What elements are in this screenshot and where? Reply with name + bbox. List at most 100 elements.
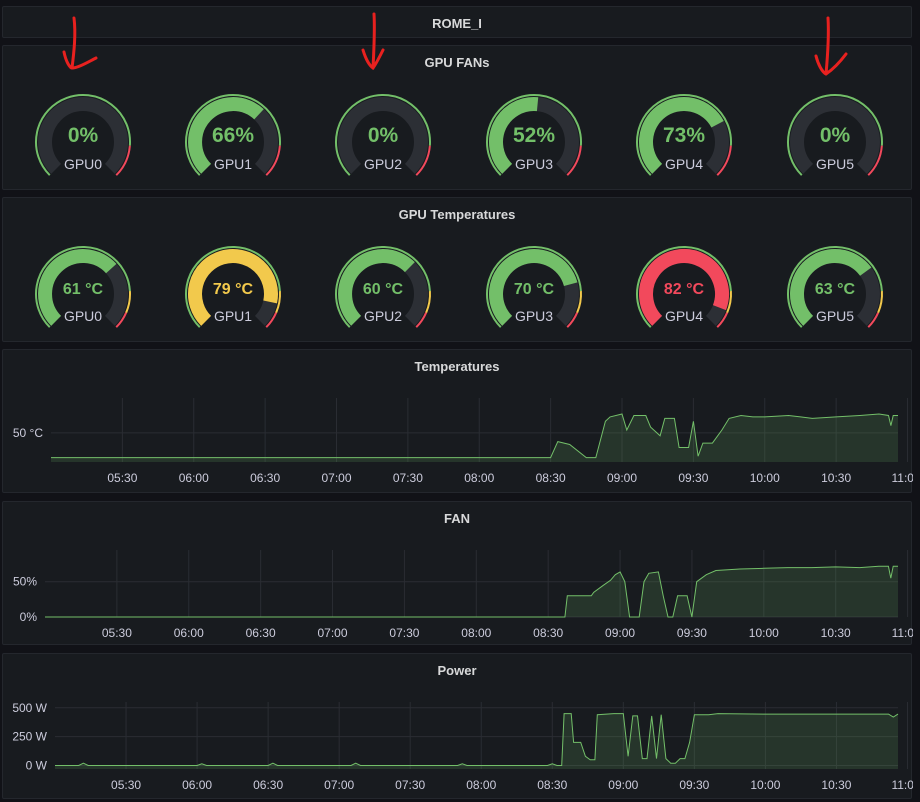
gauge-threshold-arc [425, 290, 431, 314]
y-tick-label: 0 W [26, 759, 48, 773]
gauge-label: GPU4 [664, 308, 704, 324]
gauge-value: 63 °C [814, 281, 856, 298]
gauge-value: 61 °C [62, 281, 104, 298]
gauge-value-arc [639, 97, 724, 174]
series-area [45, 566, 898, 617]
gauge-label: GPU2 [363, 308, 403, 324]
x-tick-label: 11:00 [891, 778, 913, 792]
gauge-gpu5[interactable]: 0% GPU5 [785, 90, 885, 190]
gauge-label: GPU3 [514, 308, 554, 324]
x-tick-label: 09:00 [607, 471, 637, 485]
series-line [55, 713, 899, 766]
x-tick-label: 11:00 [892, 471, 913, 485]
x-tick-label: 09:30 [677, 626, 707, 640]
x-tick-label: 11:00 [892, 626, 913, 640]
gauge-track [38, 97, 128, 174]
gauge-value-arc [338, 249, 415, 326]
row-title[interactable]: ROME_I [432, 16, 482, 31]
gauge-threshold-arc [867, 312, 880, 328]
fan-chart[interactable]: 05:30 06:00 06:30 07:00 07:30 08:00 08:30 09:00… [3, 502, 913, 646]
panel-title[interactable]: Power [437, 663, 477, 678]
gauge-value-arc [38, 249, 117, 326]
panel-title[interactable]: GPU FANs [424, 55, 490, 70]
x-tick-label: 08:00 [466, 778, 496, 792]
power-chart[interactable]: 05:30 06:00 06:30 07:00 07:30 08:00 08:30 09:00… [3, 654, 913, 800]
x-tick-label: 07:00 [324, 778, 354, 792]
x-tick-label: 08:30 [537, 778, 567, 792]
gauge-threshold-arc [716, 312, 729, 328]
gauge-threshold-arc [716, 145, 732, 176]
x-tick-label: 08:00 [461, 626, 491, 640]
gauge-value: 0% [367, 124, 399, 147]
gauge-threshold-arc [415, 312, 428, 328]
gauge-value: 52% [512, 124, 556, 147]
gauge-gpu4[interactable]: 73% GPU4 [634, 90, 734, 190]
x-tick-label: 05:30 [102, 626, 132, 640]
gauge-label: GPU0 [63, 156, 103, 172]
gauge-label: GPU5 [815, 156, 855, 172]
panel-title[interactable]: GPU Temperatures [398, 207, 516, 222]
gauge-gpu3[interactable]: 70 °C GPU3 [484, 242, 584, 342]
gauge-threshold-arc [787, 94, 883, 176]
gauge-gpu0[interactable]: 0% GPU0 [33, 90, 133, 190]
gauge-threshold-arc [877, 290, 883, 314]
x-tick-label: 07:30 [395, 778, 425, 792]
gauge-threshold-arc [486, 246, 582, 328]
gauge-value: 79 °C [212, 281, 254, 298]
x-tick-label: 05:30 [111, 778, 141, 792]
x-tick-label: 08:30 [533, 626, 563, 640]
gauge-value: 0% [819, 124, 851, 147]
gauge-value: 82 °C [663, 281, 705, 298]
gauge-label: GPU4 [664, 156, 704, 172]
gauge-threshold-arc [566, 312, 579, 328]
gauge-threshold-arc [867, 145, 883, 176]
panel-title[interactable]: FAN [444, 511, 470, 526]
x-tick-label: 05:30 [107, 471, 137, 485]
gauge-threshold-arc [726, 290, 732, 314]
gauge-label: GPU1 [213, 156, 253, 172]
gauge-gpu2[interactable]: 60 °C GPU2 [333, 242, 433, 342]
gpu-fans-panel: GPU FANs 0% GPU0 66% GPU1 0% GPU2 52% GPU3 73% GP… [2, 45, 912, 190]
power-chart-panel: Power 05:30 06:00 06:30 07:00 07:30 08:00 08:3… [2, 653, 913, 800]
gauge-threshold-arc [335, 94, 431, 176]
series-area [51, 414, 898, 462]
gauge-gpu2[interactable]: 0% GPU2 [333, 90, 433, 190]
gauge-threshold-arc [486, 94, 582, 176]
x-tick-label: 08:00 [464, 471, 494, 485]
gauge-threshold-arc [566, 145, 582, 176]
x-tick-label: 06:00 [182, 778, 212, 792]
gauge-gpu5[interactable]: 63 °C GPU5 [785, 242, 885, 342]
x-tick-label: 09:00 [608, 778, 638, 792]
gauge-gpu3[interactable]: 52% GPU3 [484, 90, 584, 190]
x-tick-label: 07:30 [393, 471, 423, 485]
gauge-value-arc [489, 97, 539, 174]
gauge-value: 0% [67, 124, 99, 147]
panel-title[interactable]: Temperatures [414, 359, 500, 374]
gauge-gpu0[interactable]: 61 °C GPU0 [33, 242, 133, 342]
gauge-value-arc [188, 249, 278, 326]
gauge-label: GPU5 [815, 308, 855, 324]
gauge-gpu4[interactable]: 82 °C GPU4 [634, 242, 734, 342]
temperatures-chart[interactable]: 05:30 06:00 06:30 07:00 07:30 08:00 08:30 09:00… [3, 350, 913, 494]
gauge-threshold-arc [185, 94, 281, 176]
gauge-threshold-arc [125, 290, 131, 314]
gauge-threshold-arc [787, 246, 883, 328]
fan-chart-panel: FAN 05:30 06:00 06:30 07:00 07:30 08:00 08:30 0… [2, 501, 913, 646]
gauge-threshold-arc [415, 145, 431, 176]
x-tick-label: 06:30 [250, 471, 280, 485]
x-tick-label: 10:00 [750, 471, 780, 485]
x-tick-label: 10:30 [821, 471, 851, 485]
gauge-threshold-arc [576, 290, 582, 314]
x-tick-label: 06:30 [253, 778, 283, 792]
y-tick-label: 0% [20, 610, 38, 624]
y-tick-label: 50 °C [13, 426, 43, 440]
gauge-threshold-arc [636, 94, 732, 176]
gauge-value-arc [489, 249, 578, 326]
gauge-value: 70 °C [513, 281, 555, 298]
x-tick-label: 09:30 [678, 471, 708, 485]
gauge-label: GPU3 [514, 156, 554, 172]
gauge-value-arc [639, 249, 729, 326]
gauge-gpu1[interactable]: 66% GPU1 [183, 90, 283, 190]
gauge-gpu1[interactable]: 79 °C GPU1 [183, 242, 283, 342]
gauge-label: GPU2 [363, 156, 403, 172]
